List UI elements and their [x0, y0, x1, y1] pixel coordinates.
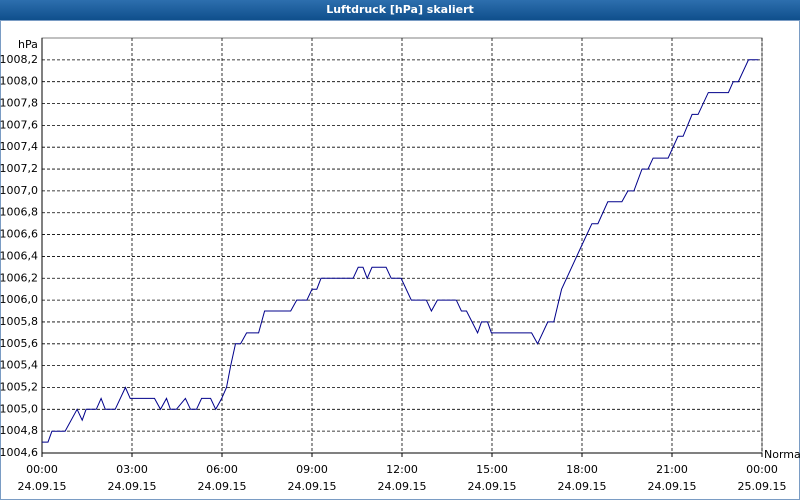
- x-tick-label: 09:00 24.09.15: [287, 463, 337, 493]
- y-tick-label: 1008,2: [0, 53, 38, 66]
- data-line: [42, 59, 759, 443]
- y-tick-label: 1007,2: [0, 162, 38, 175]
- x-tick-label: 21:00 24.09.15: [647, 463, 697, 493]
- y-tick-label: 1005,2: [0, 380, 38, 393]
- y-tick-label: 1007,8: [0, 97, 38, 110]
- y-tick-label: 1004,8: [0, 424, 38, 437]
- x-tick-label: 00:00 25.09.15: [737, 463, 787, 493]
- y-tick-label: 1006,8: [0, 206, 38, 219]
- y-tick-label: 1007,0: [0, 184, 38, 197]
- y-tick-label: 1006,6: [0, 228, 38, 241]
- y-tick-label: 1005,6: [0, 337, 38, 350]
- x-tick-label: 03:00 24.09.15: [107, 463, 157, 493]
- y-tick-label: 1006,4: [0, 249, 38, 262]
- y-tick-label: 1007,4: [0, 140, 38, 153]
- y-tick-label: 1004,6: [0, 446, 38, 459]
- legend-label: Normal: [764, 448, 800, 461]
- x-tick-label: 18:00 24.09.15: [557, 463, 607, 493]
- x-tick-label: 06:00 24.09.15: [197, 463, 247, 493]
- y-tick-label: 1006,0: [0, 293, 38, 306]
- y-tick-label: 1006,2: [0, 271, 38, 284]
- x-tick-label: 12:00 24.09.15: [377, 463, 427, 493]
- x-tick-label: 15:00 24.09.15: [467, 463, 517, 493]
- y-axis-label: hPa: [18, 38, 38, 51]
- y-tick-label: 1007,6: [0, 118, 38, 131]
- y-tick-label: 1005,4: [0, 359, 38, 372]
- y-tick-label: 1005,0: [0, 402, 38, 415]
- x-tick-label: 00:00 24.09.15: [17, 463, 67, 493]
- chart-title: Luftdruck [hPa] skaliert: [0, 0, 800, 20]
- y-tick-label: 1008,0: [0, 75, 38, 88]
- y-tick-label: 1005,8: [0, 315, 38, 328]
